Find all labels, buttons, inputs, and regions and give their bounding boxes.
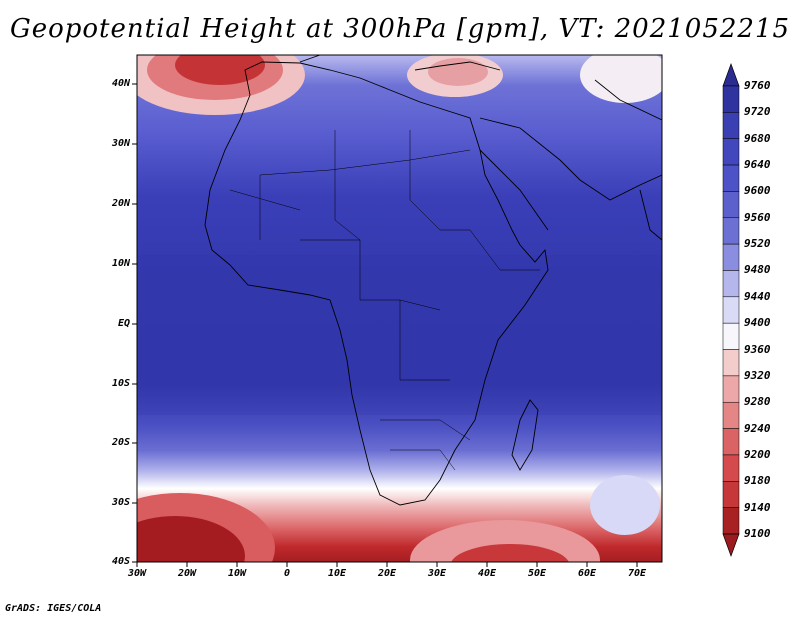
colorbar-label: 9280: [744, 395, 771, 409]
colorbar-segment: [722, 454, 740, 482]
lat-label: 20S: [111, 437, 130, 448]
colorbar-label: 9320: [744, 368, 771, 382]
lon-label: 20W: [177, 568, 197, 579]
colorbar-segment: [722, 164, 740, 192]
colorbar-segment: [722, 322, 740, 350]
colorbar-label: 9640: [744, 158, 771, 172]
height-field: [137, 55, 662, 562]
colorbar-segment: [722, 191, 740, 219]
lon-label: 10E: [327, 568, 347, 579]
colorbar-label: 9600: [744, 184, 771, 198]
lon-label: 20E: [377, 568, 397, 579]
colorbar-top-arrow: [722, 62, 740, 87]
colorbar-segment: [722, 401, 740, 429]
plot-title: Geopotential Height at 300hPa [gpm], VT:…: [9, 14, 791, 44]
axis-ticks: [132, 83, 638, 567]
colorbar-label: 9760: [744, 79, 771, 92]
colorbar-label: 9680: [744, 131, 771, 145]
lat-label: 20N: [111, 198, 130, 209]
lat-label: 30N: [111, 138, 130, 149]
coastlines: [204, 55, 662, 506]
colorbar-segment: [722, 270, 740, 298]
colorbar-segment: [722, 349, 740, 377]
colorbar-label: 9520: [744, 237, 771, 251]
colorbar-label: 9720: [744, 105, 771, 119]
lon-label: 30E: [427, 568, 447, 579]
grads-credit: GrADS: IGES/COLA: [5, 603, 102, 614]
colorbar-label: 9200: [744, 447, 771, 461]
lon-label: 30W: [127, 568, 147, 579]
lon-label: 50E: [527, 568, 547, 579]
colorbar-label: 9480: [744, 263, 771, 277]
lat-label: 40N: [111, 78, 130, 89]
lon-label: 40E: [477, 568, 497, 579]
lat-label: 30S: [111, 497, 130, 508]
colorbar-label: 9180: [744, 474, 771, 488]
colorbar-segment: [722, 138, 740, 166]
colorbar-label: 9360: [744, 342, 771, 356]
colorbar-segment: [722, 375, 740, 403]
colorbar-segment: [722, 112, 740, 139]
colorbar-segment: [722, 243, 740, 271]
colorbar-label: 9400: [744, 316, 771, 330]
plot-frame: [136, 54, 663, 563]
colorbar-segment: [722, 507, 740, 535]
colorbar-label: 9140: [744, 500, 771, 514]
colorbar: [722, 62, 740, 558]
lat-label: 40S: [111, 556, 130, 567]
lat-label: 10N: [111, 258, 130, 269]
colorbar-segment: [722, 428, 740, 456]
colorbar-label: 9440: [744, 289, 771, 303]
lon-label: 60E: [577, 568, 597, 579]
colorbar-bottom-arrow: [722, 533, 740, 558]
colorbar-label: 9100: [744, 527, 771, 540]
colorbar-segment: [722, 217, 740, 245]
lon-label: 10W: [227, 568, 247, 579]
country-borders: [229, 130, 540, 471]
colorbar-label: 9560: [744, 210, 771, 224]
colorbar-segment: [722, 481, 740, 508]
lon-label: 0: [283, 568, 291, 579]
lon-label: 70E: [627, 568, 647, 579]
lat-label: EQ: [117, 318, 130, 329]
lat-label: 10S: [111, 378, 130, 389]
colorbar-segment: [722, 85, 740, 113]
colorbar-segment: [722, 296, 740, 324]
colorbar-label: 9240: [744, 421, 771, 435]
